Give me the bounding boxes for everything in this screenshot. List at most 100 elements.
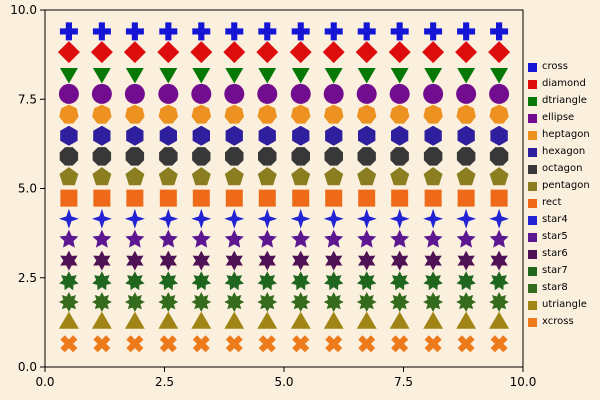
x-tick-label: 10.0 [510,375,537,389]
marker-ellipse [224,83,245,104]
marker-star5 [291,229,311,248]
marker-cross [291,22,310,41]
legend-label-hexagon: hexagon [542,146,586,157]
marker-star7 [489,271,509,291]
marker-ellipse [58,83,79,104]
marker-star4 [91,208,112,229]
marker-star6 [391,250,409,271]
marker-utriangle [257,311,278,329]
legend-swatch-xcross [528,317,537,327]
marker-pentagon [224,167,244,186]
marker-cross [490,22,509,41]
marker-hexagon [490,125,508,146]
marker-rect [292,189,310,207]
marker-cross [390,22,409,41]
x-tick-label: 7.5 [394,375,413,389]
marker-hexagon [159,125,177,146]
marker-diamond [190,41,213,64]
marker-utriangle [124,311,145,329]
marker-ellipse [158,83,179,104]
marker-heptagon [125,104,145,124]
marker-star7 [291,271,311,291]
marker-star4 [423,208,444,229]
marker-diamond [322,41,345,64]
marker-cross [192,22,211,41]
legend-label-star7: star7 [542,265,568,276]
marker-cross [159,22,178,41]
marker-ellipse [389,83,410,104]
legend-swatch-rect [528,198,537,208]
marker-ellipse [323,83,344,104]
marker-hexagon [225,125,243,146]
marker-star5 [224,229,244,248]
marker-dtriangle [324,68,343,84]
marker-dtriangle [357,68,376,84]
marker-star6 [325,250,343,271]
legend-item-xcross: xcross [528,315,590,329]
series-diamond [57,41,511,64]
marker-dtriangle [59,68,78,84]
marker-star5 [59,229,79,248]
marker-star8 [323,292,344,312]
legend-item-ellipse: ellipse [528,111,590,125]
marker-ellipse [489,83,510,104]
marker-hexagon [93,125,111,146]
series-star7 [59,271,509,291]
legend-swatch-cross [528,62,537,72]
marker-star4 [323,208,344,229]
marker-utriangle [158,311,179,329]
marker-star4 [257,208,278,229]
marker-star5 [357,229,377,248]
marker-diamond [123,41,146,64]
marker-xcross [93,335,111,353]
marker-star7 [224,271,244,291]
marker-octagon [59,147,79,166]
legend-item-hexagon: hexagon [528,145,590,159]
marker-star5 [390,229,410,248]
marker-diamond [256,41,279,64]
marker-star6 [424,250,442,271]
marker-diamond [157,41,180,64]
legend-item-pentagon: pentagon [528,179,590,193]
marker-star6 [358,250,376,271]
x-tick-label: 5.0 [274,375,293,389]
marker-star4 [58,208,79,229]
marker-octagon [225,147,244,166]
y-tick-label: 5.0 [18,182,37,196]
marker-star5 [456,229,476,248]
legend-label-xcross: xcross [542,316,574,327]
marker-dtriangle [258,68,277,84]
legend-label-star4: star4 [542,214,568,225]
legend-label-diamond: diamond [542,78,586,89]
series-octagon [59,147,509,166]
marker-rect [424,189,442,207]
marker-cross [125,22,144,41]
marker-diamond [355,41,378,64]
marker-heptagon [356,104,377,124]
marker-xcross [258,335,276,353]
marker-star4 [191,208,212,229]
marker-heptagon [158,104,179,124]
legend-label-star5: star5 [542,231,568,242]
marker-rect [391,189,409,207]
marker-xcross [60,335,78,353]
y-tick-label: 10.0 [10,3,37,17]
marker-utriangle [224,311,245,329]
y-tick-label: 0.0 [18,360,37,374]
series-star5 [59,229,509,248]
marker-octagon [489,147,509,166]
marker-hexagon [391,125,409,146]
legend-label-star8: star8 [542,282,568,293]
marker-pentagon [489,167,509,186]
marker-octagon [92,147,112,166]
marker-rect [325,189,343,207]
marker-pentagon [324,167,344,186]
marker-hexagon [424,125,442,146]
marker-star5 [324,229,344,248]
marker-rect [126,189,144,207]
legend-swatch-utriangle [528,300,537,310]
marker-hexagon [457,125,475,146]
marker-star7 [456,271,476,291]
marker-utriangle [389,311,410,329]
marker-hexagon [292,125,310,146]
